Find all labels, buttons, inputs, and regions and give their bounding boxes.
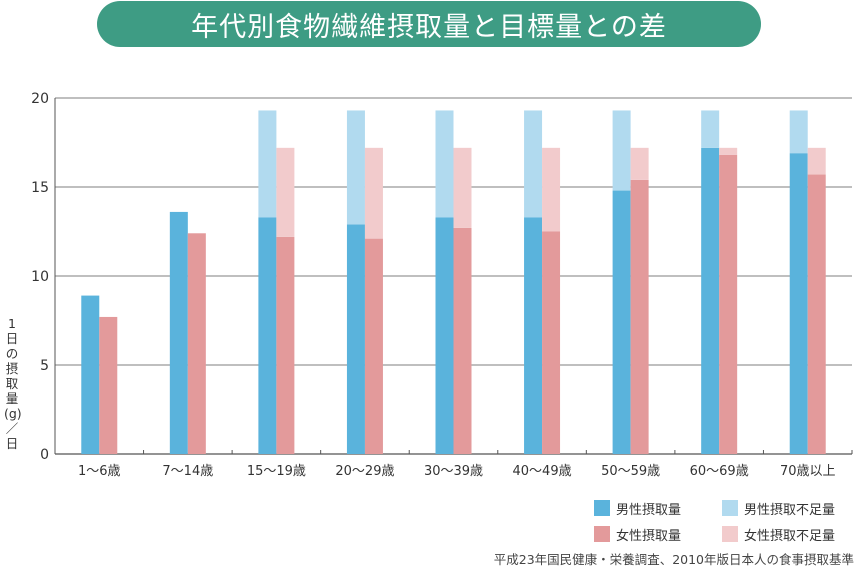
bar-male-intake	[346, 224, 365, 454]
legend-swatch-male-shortfall	[722, 500, 738, 516]
legend-label-female-intake: 女性摂取量	[616, 528, 682, 544]
bar-male-intake	[524, 217, 543, 454]
legend-item-male-shortfall: 男性摂取不足量	[722, 499, 850, 518]
legend-label-male-intake: 男性摂取量	[616, 502, 682, 518]
x-tick-label: 50〜59歳	[601, 464, 660, 479]
bar-female-intake	[276, 236, 295, 454]
legend: 男性摂取量 男性摂取不足量 女性摂取量 女性摂取不足量	[594, 495, 856, 547]
bar-male-shortfall	[701, 110, 720, 148]
x-tick-label: 7〜14歳	[162, 464, 213, 479]
legend-item-female-shortfall: 女性摂取不足量	[722, 525, 850, 544]
x-tick-label: 30〜39歳	[424, 464, 483, 479]
bar-female-shortfall	[542, 147, 561, 232]
bar-male-shortfall	[258, 110, 277, 218]
bar-male-intake	[612, 190, 631, 454]
bar-male-intake	[789, 153, 808, 454]
legend-item-male-intake: 男性摂取量	[594, 499, 722, 518]
bar-female-intake	[187, 233, 206, 454]
bar-female-shortfall	[807, 147, 826, 175]
legend-label-male-shortfall: 男性摂取不足量	[744, 502, 836, 518]
bar-male-shortfall	[524, 110, 543, 218]
bar-female-shortfall	[453, 147, 472, 228]
title-banner: 年代別食物繊維摂取量と目標量との差	[97, 1, 761, 47]
y-tick-label: 15	[31, 180, 49, 196]
y-tick-label: 10	[31, 269, 49, 285]
bar-female-intake	[807, 174, 826, 455]
x-tick-label: 70歳以上	[780, 464, 836, 479]
legend-item-female-intake: 女性摂取量	[594, 525, 722, 544]
bar-female-intake	[364, 238, 383, 454]
bar-female-shortfall	[276, 147, 295, 237]
bar-female-intake	[542, 231, 561, 454]
bar-female-shortfall	[364, 147, 383, 239]
y-tick-label: 5	[40, 358, 49, 374]
source-note: 平成23年国民健康・栄養調査、2010年版日本人の食事摂取基準	[493, 552, 854, 567]
legend-swatch-female-intake	[594, 526, 610, 542]
bar-female-intake	[453, 227, 472, 454]
bar-male-intake	[435, 217, 454, 454]
bar-male-intake	[258, 217, 277, 454]
x-tick-label: 20〜29歳	[335, 464, 394, 479]
bar-female-intake	[630, 179, 649, 454]
bar-male-shortfall	[789, 110, 808, 154]
bar-female-intake	[719, 154, 738, 454]
bar-male-shortfall	[346, 110, 365, 225]
legend-swatch-female-shortfall	[722, 526, 738, 542]
bar-male-shortfall	[612, 110, 631, 191]
x-tick-label: 1〜6歳	[78, 464, 121, 479]
y-tick-label: 0	[40, 447, 49, 463]
bar-male-intake	[169, 211, 188, 454]
bar-male-intake	[81, 295, 100, 454]
y-axis-label: 1日の摂取量(g)／日	[4, 316, 22, 451]
legend-label-female-shortfall: 女性摂取不足量	[744, 528, 836, 544]
legend-swatch-male-intake	[594, 500, 610, 516]
bar-female-shortfall	[719, 147, 738, 155]
x-tick-label: 40〜49歳	[513, 464, 572, 479]
y-tick-label: 20	[31, 91, 49, 107]
bar-male-intake	[701, 147, 720, 454]
bar-male-shortfall	[435, 110, 454, 218]
bar-female-shortfall	[630, 147, 649, 180]
x-tick-label: 60〜69歳	[690, 464, 749, 479]
x-tick-label: 15〜19歳	[247, 464, 306, 479]
bar-female-intake	[99, 316, 118, 454]
chart-title: 年代別食物繊維摂取量と目標量との差	[191, 11, 667, 43]
